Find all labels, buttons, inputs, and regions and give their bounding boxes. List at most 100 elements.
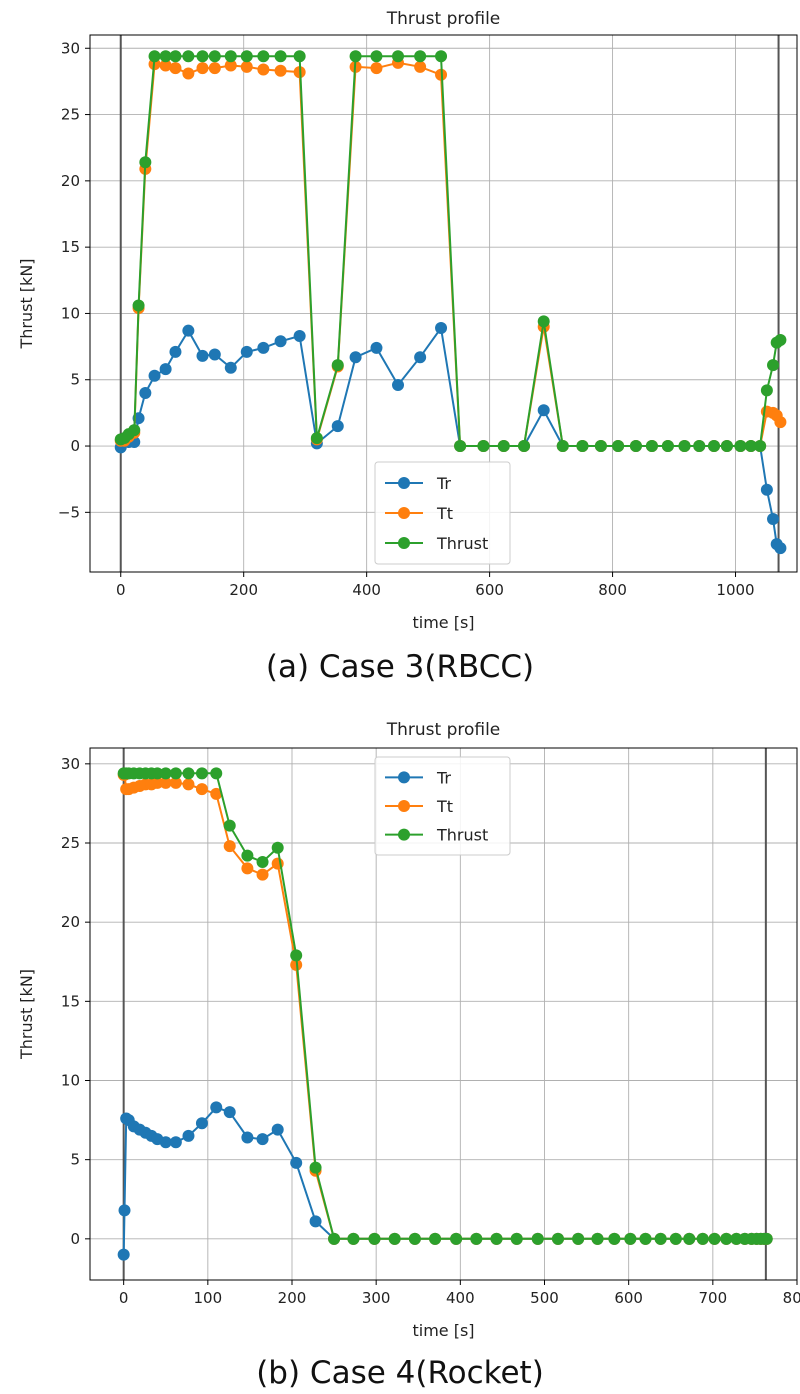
y-tick-label: 10	[61, 1072, 80, 1090]
data-point	[159, 767, 172, 780]
data-point	[760, 384, 773, 397]
data-point	[224, 59, 237, 72]
legend-item-thrust: Thrust	[385, 826, 488, 845]
data-point	[132, 299, 145, 312]
data-point	[608, 1232, 621, 1245]
data-point	[629, 440, 642, 453]
data-point	[293, 329, 306, 342]
legend-item-tr: Tr	[385, 474, 451, 493]
legend-marker	[398, 507, 410, 519]
data-point	[531, 1232, 544, 1245]
data-point	[370, 62, 383, 75]
y-tick-label: 0	[70, 1230, 80, 1248]
data-point	[169, 767, 182, 780]
data-point	[257, 341, 270, 354]
data-point	[414, 60, 427, 73]
data-point	[169, 776, 182, 789]
data-point	[328, 1232, 341, 1245]
x-tick-label: 200	[278, 1289, 307, 1307]
data-point	[159, 1136, 172, 1149]
data-point	[331, 359, 344, 372]
data-point	[537, 404, 550, 417]
plot-frame	[89, 34, 798, 573]
legend-label: Thrust	[436, 826, 488, 845]
legend-marker	[398, 800, 410, 812]
data-point	[537, 315, 550, 328]
data-point	[159, 50, 172, 63]
legend-marker	[398, 477, 410, 489]
data-point	[196, 62, 209, 75]
y-tick-label: 0	[70, 437, 80, 455]
data-point	[224, 361, 237, 374]
data-point	[182, 324, 195, 337]
data-point	[309, 1161, 322, 1174]
x-tick-label: 700	[699, 1289, 728, 1307]
x-tick-label: 0	[116, 581, 126, 599]
data-point	[760, 1232, 773, 1245]
data-point	[290, 1156, 303, 1169]
y-tick-label: 15	[61, 238, 80, 256]
data-point	[720, 440, 733, 453]
data-point	[182, 67, 195, 80]
x-tick-label: 300	[362, 1289, 391, 1307]
data-point	[224, 50, 237, 63]
x-tick-label: 0	[119, 1289, 129, 1307]
data-point	[497, 440, 510, 453]
y-tick-label: 20	[61, 172, 80, 190]
data-point	[388, 1232, 401, 1245]
data-point	[274, 64, 287, 77]
y-axis-title: Thrust [kN]	[17, 258, 36, 349]
grid	[90, 748, 798, 1280]
data-point	[210, 1101, 223, 1114]
data-point	[624, 1232, 637, 1245]
data-point	[774, 542, 787, 555]
data-point	[576, 440, 589, 453]
series-thrust	[114, 50, 787, 453]
data-point	[240, 345, 253, 358]
data-point	[159, 59, 172, 72]
data-point	[274, 335, 287, 348]
legend-item-tt: Tt	[385, 797, 453, 816]
x-tick-label: 400	[446, 1289, 475, 1307]
data-point	[182, 1129, 195, 1142]
legend-item-thrust: Thrust	[385, 534, 488, 553]
legend: Tr Tt Thrust	[374, 461, 511, 565]
legend-marker	[398, 537, 410, 549]
legend-label: Tt	[436, 504, 453, 523]
data-point	[223, 1106, 236, 1119]
data-point	[683, 1232, 696, 1245]
data-point	[678, 440, 691, 453]
data-point	[208, 62, 221, 75]
data-point	[347, 1232, 360, 1245]
data-point	[169, 50, 182, 63]
data-point	[274, 50, 287, 63]
data-point	[414, 351, 427, 364]
data-point	[169, 345, 182, 358]
data-point	[271, 1123, 284, 1136]
data-point	[210, 767, 223, 780]
data-point	[414, 50, 427, 63]
data-point	[182, 50, 195, 63]
legend-box	[374, 756, 511, 856]
data-point	[310, 432, 323, 445]
data-point	[331, 420, 344, 433]
data-point	[195, 1117, 208, 1130]
chart-title: Thrust profile	[386, 9, 501, 29]
data-point	[708, 440, 721, 453]
data-point	[241, 849, 254, 862]
y-tick-label: 15	[61, 992, 80, 1010]
y-tick-label: 5	[70, 371, 80, 389]
chart-b: 0 100 200 300 400 500 600 700 800 0 5 10 15 20 25 30 Thr…	[17, 720, 800, 1391]
data-point	[594, 440, 607, 453]
series-line	[122, 1106, 767, 1255]
data-point	[349, 351, 362, 364]
data-point	[767, 512, 780, 525]
x-tick-label: 100	[194, 1289, 223, 1307]
x-tick-label: 600	[614, 1289, 643, 1307]
data-point	[148, 369, 161, 382]
y-tick-label: 25	[61, 106, 80, 124]
figure-caption: (b) Case 4(Rocket)	[256, 1355, 544, 1391]
data-point	[744, 440, 757, 453]
data-point	[151, 776, 164, 789]
legend-label: Tr	[436, 474, 451, 493]
